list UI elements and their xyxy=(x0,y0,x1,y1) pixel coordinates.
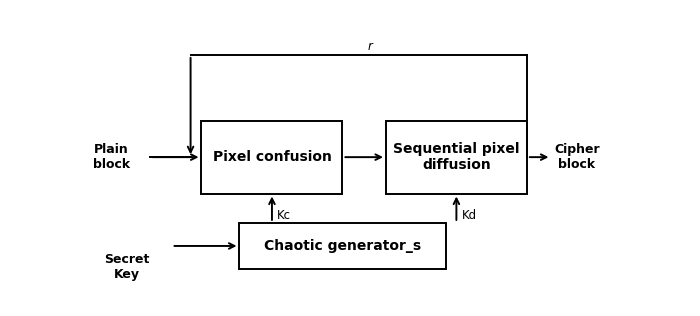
Text: Secret
Key: Secret Key xyxy=(104,253,149,281)
FancyBboxPatch shape xyxy=(239,223,446,269)
Text: Plain
block: Plain block xyxy=(93,143,130,171)
FancyBboxPatch shape xyxy=(386,121,527,194)
Text: r: r xyxy=(368,40,372,52)
Text: Sequential pixel
diffusion: Sequential pixel diffusion xyxy=(393,142,519,172)
Text: Kc: Kc xyxy=(277,209,291,222)
FancyBboxPatch shape xyxy=(202,121,342,194)
Text: Kd: Kd xyxy=(462,209,477,222)
Text: Cipher
block: Cipher block xyxy=(554,143,600,171)
Text: Chaotic generator_s: Chaotic generator_s xyxy=(264,239,421,253)
Text: Pixel confusion: Pixel confusion xyxy=(213,150,331,164)
